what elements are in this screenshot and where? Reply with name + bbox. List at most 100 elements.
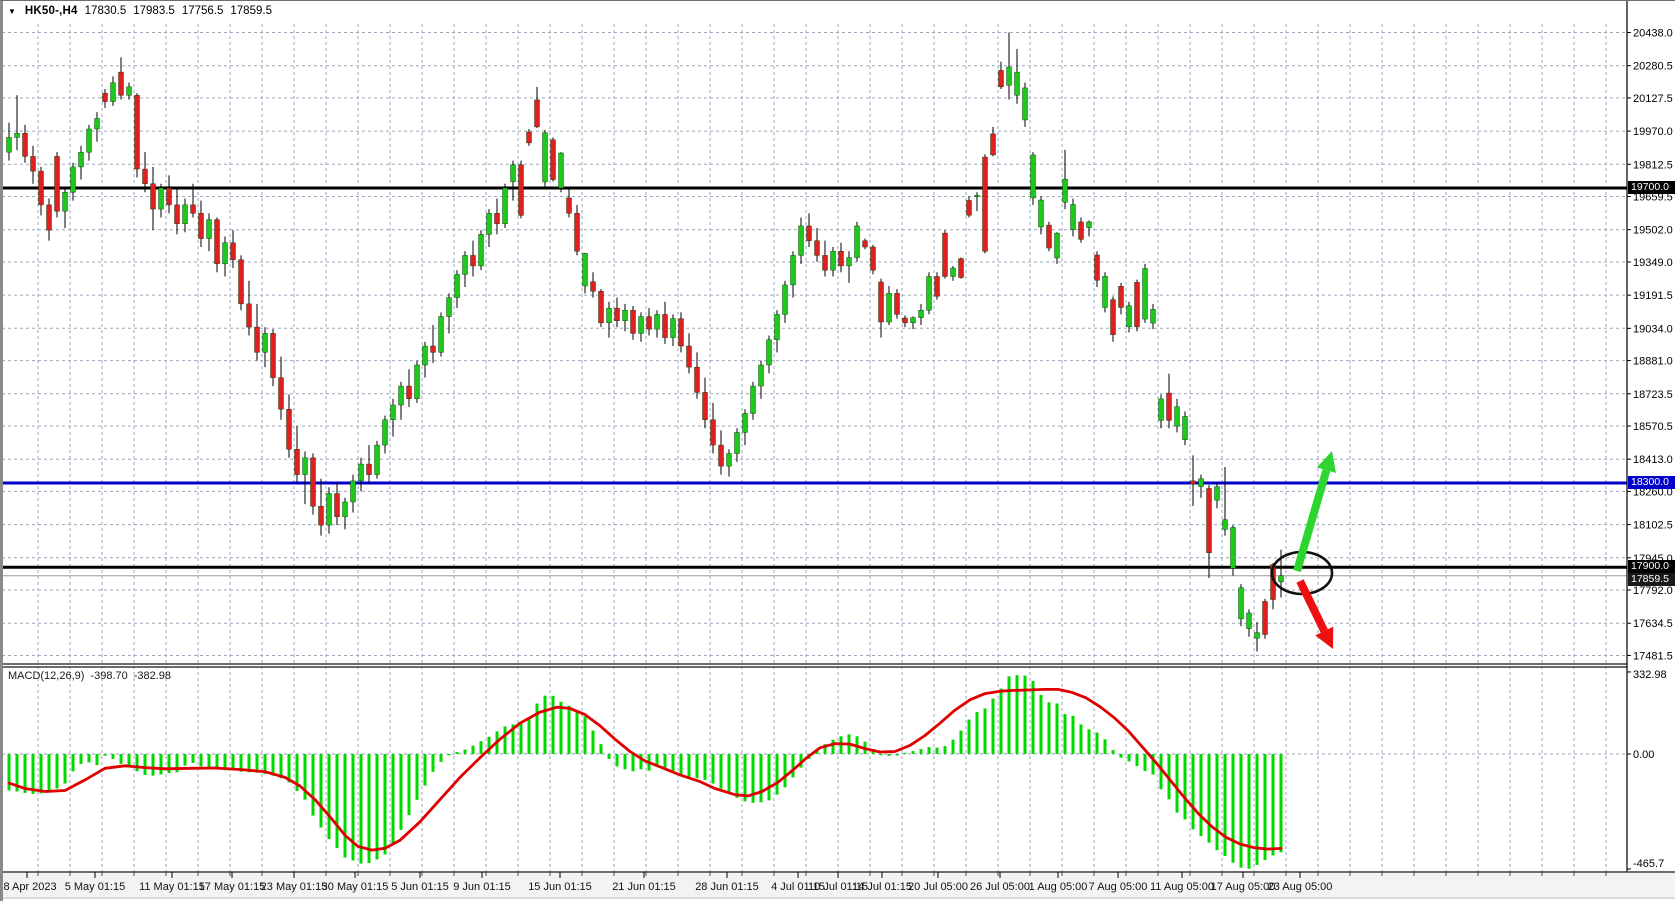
candle	[718, 444, 724, 467]
candle	[1142, 268, 1148, 320]
candle	[742, 413, 748, 433]
price-tick-label: 19349.0	[1633, 257, 1673, 269]
candle	[542, 132, 548, 183]
price-label-19700: 19700.0	[1628, 181, 1675, 194]
candle	[662, 314, 668, 338]
candle	[710, 419, 716, 446]
candle	[46, 204, 52, 231]
candle	[830, 251, 836, 271]
candle	[422, 345, 428, 366]
time-tick-label: 14 Jul 01:15	[852, 881, 912, 893]
current-price-label: 17859.5	[1628, 573, 1675, 586]
pane-separator[interactable]	[0, 663, 1675, 668]
candle	[1166, 392, 1172, 421]
gridlines	[2, 24, 1626, 872]
candle	[1254, 632, 1260, 639]
candle	[190, 204, 196, 214]
price-level-lines[interactable]	[0, 186, 1627, 577]
time-tick-label: 30 May 01:15	[322, 881, 389, 893]
macd-pane[interactable]	[7, 675, 1283, 869]
candle	[374, 444, 380, 475]
time-tick-label: 26 Jul 05:00	[970, 881, 1030, 893]
candle	[310, 457, 316, 507]
candle	[398, 385, 404, 406]
candle	[1214, 486, 1220, 501]
ohlc-low: 17756.5	[181, 5, 224, 17]
price-tick-label: 17634.5	[1633, 618, 1673, 630]
price-tick-label: 20280.5	[1633, 61, 1673, 73]
price-tick-label: 19191.5	[1633, 290, 1673, 302]
candle	[646, 316, 652, 330]
candle	[238, 259, 244, 305]
candle	[582, 253, 588, 287]
one-click-dropdown-icon[interactable]: ▼	[8, 6, 16, 16]
candle	[1022, 87, 1028, 121]
candle	[334, 493, 340, 517]
macd-signal-value: -382.98	[133, 670, 172, 682]
time-tick-label: 23 Aug 05:00	[1268, 881, 1333, 893]
price-tick-label: 20438.0	[1633, 27, 1673, 39]
time-tick-label: 17 Aug 05:00	[1211, 881, 1276, 893]
time-tick-label: 21 Jun 01:15	[612, 881, 676, 893]
drawn-annotations[interactable]	[1270, 451, 1336, 649]
candle	[126, 86, 132, 96]
time-tick-label: 5 May 01:15	[65, 881, 126, 893]
time-tick-label: 11 May 01:15	[139, 881, 205, 893]
candle	[38, 170, 44, 206]
price-tick-label: 18570.5	[1633, 421, 1673, 433]
candle	[1262, 601, 1268, 635]
red-down-arrow-head[interactable]	[1315, 626, 1334, 649]
candle	[854, 225, 860, 258]
candle	[110, 82, 116, 102]
time-tick-label: 4 Jul 01:15	[771, 881, 825, 893]
price-tick-label: 19970.0	[1633, 126, 1673, 138]
candle	[142, 168, 148, 184]
time-tick-label: 7 Aug 05:00	[1089, 881, 1148, 893]
candle	[358, 463, 364, 482]
candle	[1046, 224, 1052, 249]
candle	[1174, 406, 1180, 427]
candle	[1238, 587, 1244, 620]
candle	[758, 364, 764, 387]
candle	[1278, 575, 1284, 583]
candle	[1070, 204, 1076, 230]
price-tick-label: 18723.5	[1633, 389, 1673, 401]
candle	[254, 326, 260, 353]
candle	[630, 310, 636, 334]
candle	[406, 385, 412, 399]
red-down-arrow[interactable]	[1296, 579, 1328, 633]
candle	[470, 255, 476, 267]
candle	[1118, 285, 1124, 308]
ohlc-open: 17830.5	[84, 5, 127, 17]
candle	[1126, 305, 1132, 328]
candle	[694, 366, 700, 393]
candle	[638, 316, 644, 334]
candle	[590, 281, 596, 292]
green-up-arrow[interactable]	[1293, 469, 1331, 573]
candle	[1158, 398, 1164, 421]
price-tick-label: 18260.0	[1633, 486, 1673, 498]
candle	[766, 339, 772, 366]
candle	[606, 307, 612, 324]
candle	[798, 225, 804, 256]
candle	[390, 404, 396, 420]
macd-tick-label: 0.00	[1633, 749, 1654, 761]
green-up-arrow-head[interactable]	[1316, 451, 1336, 473]
candle	[94, 118, 100, 130]
time-tick-label: 20 Jul 05:00	[908, 881, 968, 893]
candle	[966, 200, 972, 216]
candle	[534, 99, 540, 128]
time-tick-label: 5 Jun 01:15	[391, 881, 449, 893]
candle	[862, 240, 868, 248]
price-tick-label: 17481.5	[1633, 650, 1673, 662]
candle	[822, 255, 828, 271]
time-tick-label: 10 Jul 01:15	[808, 881, 868, 893]
price-scale[interactable]: 20438.0 20280.5 20127.5 19970.0 19812.5 19659…	[1626, 1, 1675, 872]
candle	[1086, 221, 1092, 228]
candle	[678, 318, 684, 347]
candle	[1230, 527, 1236, 569]
candle	[726, 453, 732, 467]
symbol-period-label: HK50-,H4	[24, 5, 78, 17]
